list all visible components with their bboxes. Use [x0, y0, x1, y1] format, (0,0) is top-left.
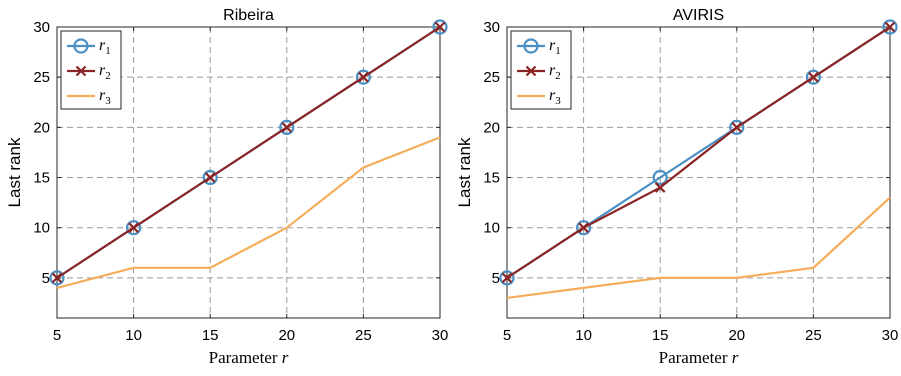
data-point-r2	[51, 272, 63, 284]
data-point-r1	[432, 19, 448, 35]
data-point-r2	[358, 71, 369, 83]
legend-marker	[73, 38, 89, 54]
x-tick-label: 30	[432, 327, 449, 344]
legend-item-r3: r3	[67, 87, 111, 107]
data-point-r2	[654, 182, 666, 193]
x-tick-label: 25	[355, 327, 372, 344]
data-point-r2	[578, 222, 589, 233]
chart-panel-ribeira: 5 10 15 20 25 30 5 10 15 20 25 30 Ribeira Parameter r…	[5, 7, 448, 367]
y-tick-label: 20	[483, 119, 500, 136]
data-point-r1	[49, 270, 65, 286]
legend-label: r2	[549, 62, 561, 82]
x-tick-label: 5	[53, 327, 61, 344]
x-tick-label: 10	[125, 327, 142, 344]
x-tick-label: 15	[202, 327, 219, 344]
legend: r1 r2 r3	[60, 30, 122, 110]
legend-marker	[75, 65, 87, 77]
data-point-r1	[652, 169, 668, 186]
y-tick-label: 25	[483, 69, 500, 86]
series-line-r3	[56, 136, 441, 289]
y-tick-label: 25	[33, 69, 50, 86]
data-point-r1	[279, 119, 295, 135]
y-tick-label: 30	[483, 19, 500, 36]
data-point-r2	[731, 122, 743, 133]
legend-label: r2	[99, 62, 111, 82]
data-point-r2	[808, 71, 819, 83]
y-axis-label: Last rank	[455, 137, 474, 207]
legend-label: r1	[99, 37, 111, 57]
legend-item-r2: r2	[517, 62, 561, 82]
legend-item-r3: r3	[517, 87, 561, 107]
series-line-r3	[506, 196, 891, 300]
legend-marker	[525, 65, 537, 77]
legend-item-r1: r1	[517, 37, 561, 57]
data-point-r2	[204, 172, 216, 183]
axes-frame	[506, 26, 891, 319]
series-line-r2	[56, 26, 441, 279]
data-point-r2	[128, 222, 139, 233]
x-axis-label: Parameter r	[659, 348, 739, 367]
y-tick-label: 10	[33, 220, 50, 237]
legend: r1 r2 r3	[510, 30, 572, 110]
data-point-r1	[202, 169, 218, 186]
x-tick-label: 15	[652, 327, 669, 344]
data-point-r2	[281, 122, 293, 133]
data-point-r2	[434, 21, 446, 33]
x-tick-label: 20	[728, 327, 745, 344]
y-tick-label: 20	[33, 119, 50, 136]
y-tick-label: 5	[42, 270, 50, 287]
x-tick-label: 10	[575, 327, 592, 344]
y-tick-label: 10	[483, 220, 500, 237]
series-line-r2	[506, 26, 891, 279]
data-point-r2	[501, 272, 513, 284]
y-tick-label: 15	[33, 170, 50, 187]
legend-item-r1: r1	[67, 37, 111, 57]
chart-title: Ribeira	[223, 7, 274, 24]
data-point-r1	[805, 69, 822, 85]
x-tick-label: 30	[882, 327, 899, 344]
x-tick-label: 25	[805, 327, 822, 344]
data-point-r1	[575, 220, 592, 236]
legend-item-r2: r2	[67, 62, 111, 82]
y-tick-label: 15	[483, 170, 500, 187]
data-point-r1	[499, 270, 515, 286]
data-point-r2	[884, 21, 896, 33]
legend-marker	[523, 38, 539, 54]
x-axis-label: Parameter r	[209, 348, 289, 367]
data-point-r1	[126, 220, 142, 236]
y-axis-label: Last rank	[5, 137, 24, 207]
chart-panel-aviris: 5 10 15 20 25 30 5 10 15 20 25 30 AVIRIS Parameter r L…	[455, 7, 898, 367]
axes-frame	[56, 26, 441, 319]
y-tick-label: 30	[33, 19, 50, 36]
data-point-r1	[355, 69, 371, 85]
data-point-r1	[882, 19, 898, 35]
x-tick-label: 20	[278, 327, 295, 344]
legend-label: r3	[99, 87, 111, 107]
data-point-r1	[729, 119, 745, 135]
legend-label: r3	[549, 87, 561, 107]
chart-title: AVIRIS	[673, 7, 724, 24]
x-tick-label: 5	[503, 327, 511, 344]
legend-label: r1	[549, 37, 561, 57]
y-tick-label: 5	[492, 270, 500, 287]
